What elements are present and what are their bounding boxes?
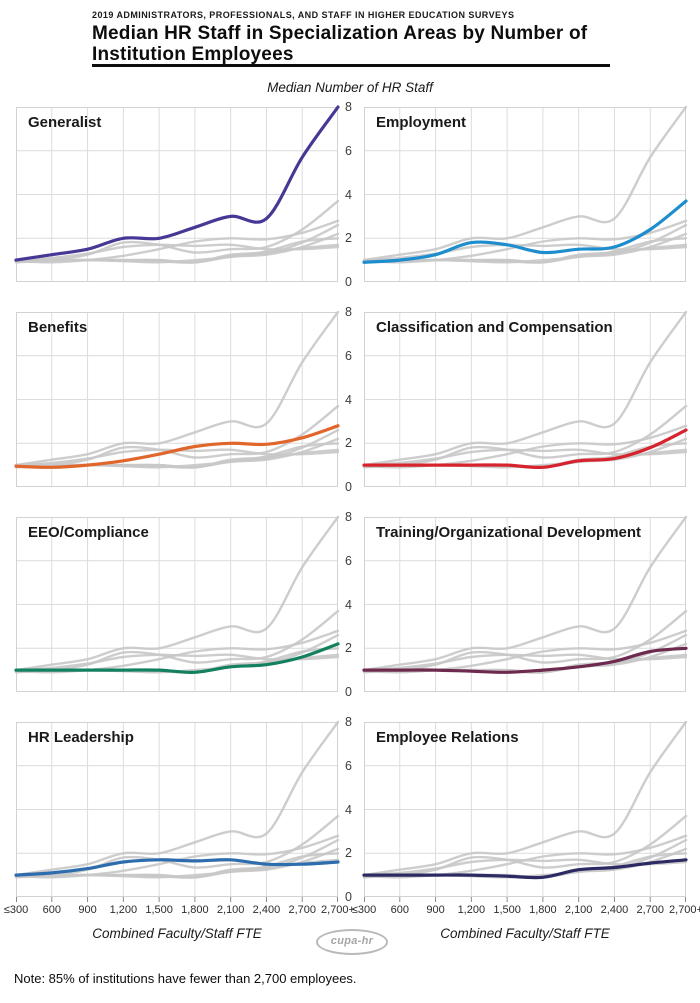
y-axis-title: Median Number of HR Staff	[267, 80, 433, 95]
x-tick-label: 900	[426, 904, 445, 916]
chart-canvas-training_org_dev	[362, 515, 688, 692]
y-tick-label: 8	[345, 715, 352, 729]
x-tick-label: 1,500	[145, 904, 173, 916]
chart-canvas-eeo_compliance	[14, 515, 340, 692]
y-tick-label: 2	[345, 846, 352, 861]
header-kicker: 2019 ADMINISTRATORS, PROFESSIONALS, AND …	[92, 10, 515, 20]
y-tick-label: 6	[345, 143, 352, 158]
panel-title-eeo_compliance: EEO/Compliance	[28, 524, 149, 541]
x-tick-label: 2,100	[216, 904, 245, 916]
y-tick-label: 4	[345, 187, 352, 202]
x-tick-label: 1,200	[109, 904, 138, 916]
footnote: Note: 85% of institutions have fewer tha…	[14, 971, 357, 986]
x-tick-label: 900	[78, 904, 97, 916]
page-title-line2: Institution Employees	[92, 44, 294, 65]
chart-canvas-generalist	[14, 105, 340, 282]
x-tick-label: 2,700+	[669, 904, 700, 916]
x-tick-label: 2,700+	[321, 904, 355, 916]
x-tick-label: 2,400	[600, 904, 629, 916]
chart-canvas-employee_relations	[362, 720, 688, 902]
x-tick-label: 1,200	[457, 904, 486, 916]
y-tick-label: 4	[345, 392, 352, 407]
y-tick-label: 8	[345, 305, 352, 319]
chart-panel-employment: Employment	[362, 105, 688, 289]
panel-title-generalist: Generalist	[28, 114, 102, 131]
y-tick-label: 4	[345, 597, 352, 612]
y-tick-label: 8	[345, 510, 352, 524]
chart-panel-classification_compensation: Classification and Compensation	[362, 310, 688, 494]
y-tick-label: 6	[345, 348, 352, 363]
x-tick-label: ≤300	[351, 904, 377, 916]
y-tick-label: 0	[345, 480, 352, 494]
y-tick-label: 0	[345, 275, 352, 289]
chart-panel-eeo_compliance: EEO/Compliance	[14, 515, 340, 699]
panel-title-employment: Employment	[376, 114, 467, 131]
chart-canvas-benefits	[14, 310, 340, 487]
x-tick-label: ≤300	[3, 904, 29, 916]
page-title-line1: Median HR Staff in Specialization Areas …	[92, 23, 588, 44]
y-tick-label: 6	[345, 553, 352, 568]
chart-panel-employee_relations: Employee Relations	[362, 720, 688, 904]
chart-panel-benefits: Benefits	[14, 310, 340, 494]
panel-title-training_org_dev: Training/Organizational Development	[376, 524, 642, 541]
x-tick-label: 1,800	[529, 904, 557, 916]
chart-canvas-hr_leadership	[14, 720, 340, 902]
x-tick-label: 600	[42, 904, 61, 916]
x-tick-label: 2,700	[288, 904, 316, 916]
y-tick-label: 8	[345, 100, 352, 114]
chart-canvas-employment	[362, 105, 688, 282]
x-axis-title-right: Combined Faculty/Staff FTE	[440, 926, 610, 941]
panel-title-benefits: Benefits	[28, 319, 88, 336]
panel-title-hr_leadership: HR Leadership	[28, 729, 134, 746]
y-tick-label: 6	[345, 758, 352, 773]
x-tick-label: 2,100	[564, 904, 593, 916]
y-tick-label: 2	[345, 231, 352, 246]
x-tick-label: 2,700	[636, 904, 664, 916]
x-tick-label: 600	[390, 904, 409, 916]
y-tick-label: 2	[345, 641, 352, 656]
chart-panel-training_org_dev: Training/Organizational Development	[362, 515, 688, 699]
panel-title-employee_relations: Employee Relations	[376, 729, 519, 746]
x-tick-label: 1,800	[181, 904, 209, 916]
y-tick-label: 4	[345, 802, 352, 817]
cupa-hr-logo: cupa-hr	[316, 929, 388, 955]
chart-panel-hr_leadership: HR Leadership	[14, 720, 340, 904]
y-tick-label: 0	[345, 890, 352, 904]
panel-title-classification_compensation: Classification and Compensation	[376, 319, 613, 336]
chart-canvas-classification_compensation	[362, 310, 688, 487]
title-rule	[92, 64, 610, 67]
y-tick-label: 2	[345, 436, 352, 451]
y-tick-label: 0	[345, 685, 352, 699]
x-tick-label: 1,500	[493, 904, 521, 916]
x-axis-title-left: Combined Faculty/Staff FTE	[92, 926, 262, 941]
chart-panel-generalist: Generalist	[14, 105, 340, 289]
x-tick-label: 2,400	[252, 904, 281, 916]
